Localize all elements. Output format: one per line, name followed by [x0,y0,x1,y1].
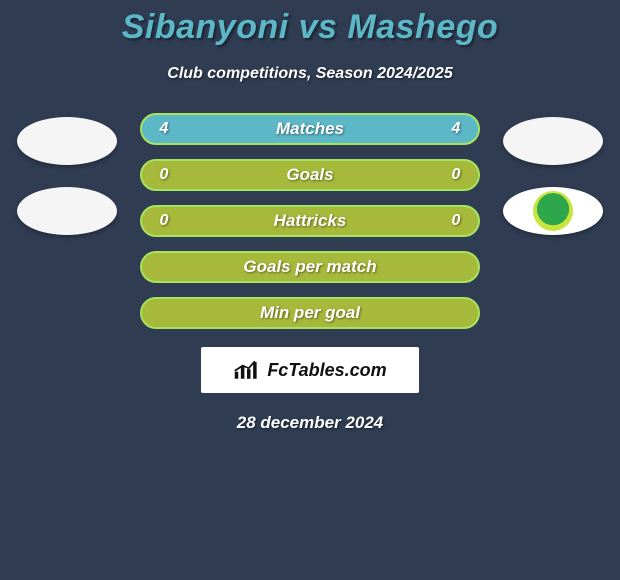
stat-label: Goals per match [243,257,376,277]
page-title: Sibanyoni vs Mashego [0,8,620,47]
right-crest-1 [503,117,603,165]
left-crest-2 [17,187,117,235]
stat-right-value: 0 [448,212,464,230]
stat-bar: Min per goal [140,297,480,329]
brand-wrap: FcTables.com [0,347,620,393]
stat-left-value: 4 [156,120,172,138]
stat-label: Matches [276,119,344,139]
h2h-infographic: Sibanyoni vs Mashego Club competitions, … [0,0,620,433]
stat-bar: 0 Goals 0 [140,159,480,191]
stat-bar: 4 Matches 4 [140,113,480,145]
subtitle: Club competitions, Season 2024/2025 [0,65,620,83]
stat-left-value: 0 [156,212,172,230]
footer-date: 28 december 2024 [0,413,620,433]
stat-label: Goals [286,165,333,185]
right-crest-column [498,113,608,235]
brand-badge: FcTables.com [201,347,419,393]
stat-bar: Goals per match [140,251,480,283]
right-crest-2 [503,187,603,235]
content-row: 4 Matches 4 0 Goals 0 0 Hattricks 0 Goals per mat… [0,113,620,329]
brand-text: FcTables.com [267,360,386,381]
left-crest-1 [17,117,117,165]
stats-bars: 4 Matches 4 0 Goals 0 0 Hattricks 0 Goals per mat… [140,113,480,329]
stat-right-value: 4 [448,120,464,138]
bar-chart-icon [233,359,261,381]
left-crest-column [12,113,122,235]
stat-label: Min per goal [260,303,360,323]
stat-right-value: 0 [448,166,464,184]
stat-label: Hattricks [274,211,347,231]
stat-bar: 0 Hattricks 0 [140,205,480,237]
stat-left-value: 0 [156,166,172,184]
